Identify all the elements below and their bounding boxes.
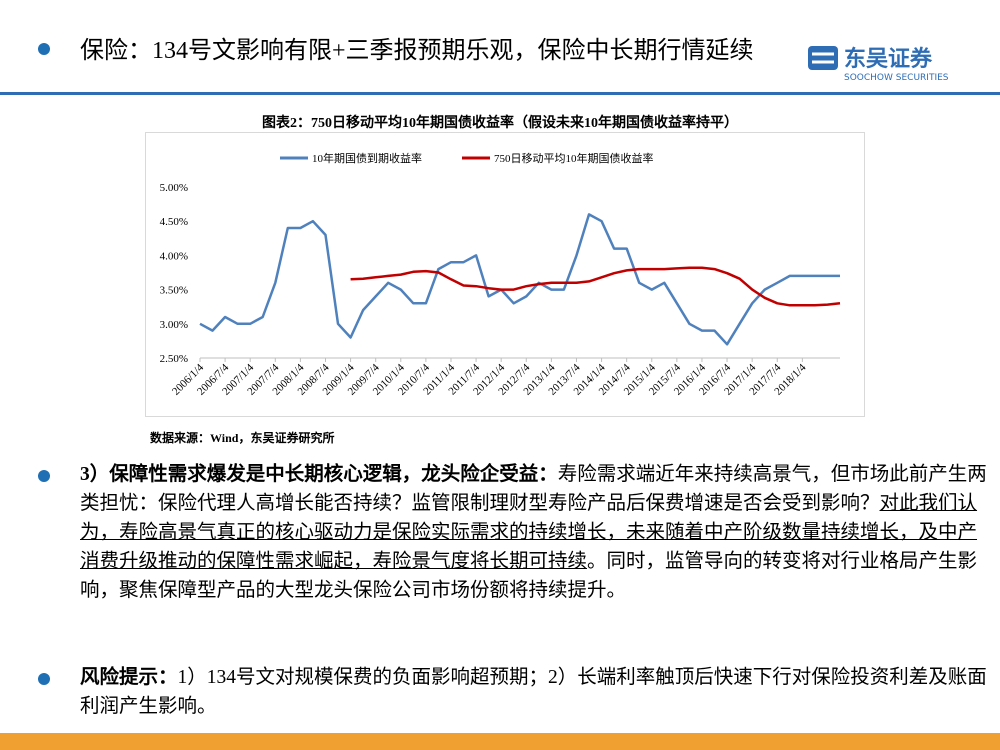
- source-note: 数据来源：Wind，东吴证券研究所: [150, 431, 335, 445]
- paragraph: 风险提示：1）134号文对规模保费的负面影响超预期；2）长端利率触顶后快速下行对…: [80, 663, 992, 721]
- y-tick-label: 4.00%: [160, 250, 188, 262]
- chart: 2.50%3.00%3.50%4.00%4.50%5.00%2006/1/420…: [145, 132, 865, 417]
- text: 1）134号文对规模保费的负面影响超预期；2）长端利率触顶后快速下行对保险投资利…: [80, 667, 987, 717]
- paragraph: 3）保障性需求爆发是中长期核心逻辑，龙头险企受益：寿险需求端近年来持续高景气，但…: [80, 460, 992, 605]
- header-rule: [0, 92, 1000, 95]
- text: 。同时，监管导向的转变将对行业格局产生影响，聚焦保障型产品的大型龙头保险公司市场…: [80, 551, 978, 601]
- bold-lead: 3）保障性需求爆发是中长期核心逻辑，龙头险企受益：: [80, 464, 558, 485]
- logo-icon-stripes: [812, 52, 834, 64]
- logo-cn: 东吴证券: [844, 46, 933, 72]
- legend-label: 10年期国债到期收益率: [312, 151, 422, 165]
- y-tick-label: 4.50%: [160, 216, 188, 228]
- line-series: [199, 213, 840, 346]
- bullet: [38, 470, 50, 482]
- footer-bar: [0, 733, 1000, 750]
- bullet: [38, 43, 50, 55]
- legend-label: 750日移动平均10年期国债收益率: [494, 151, 654, 165]
- y-tick-label: 5.00%: [160, 182, 188, 194]
- chart-frame: [145, 132, 865, 417]
- y-tick-label: 2.50%: [160, 353, 188, 365]
- logo-icon: [808, 46, 838, 70]
- chart-caption: 图表2：750日移动平均10年期国债收益率（假设未来10年期国债收益率持平）: [262, 116, 738, 131]
- slide-title: 保险：134号文影响有限+三季报预期乐观，保险中长期行情延续: [80, 38, 754, 64]
- y-tick-label: 3.00%: [160, 319, 188, 331]
- logo: 东吴证券 SOOCHOW SECURITIES: [808, 46, 949, 83]
- underlined-text: 对此我们认为，寿险高景气真正的核心驱动力是保险实际需求的持续增长，未来随着中产阶…: [80, 493, 978, 572]
- line-series: [350, 266, 841, 307]
- logo-en: SOOCHOW SECURITIES: [844, 73, 949, 83]
- bullet: [38, 673, 50, 685]
- text: 寿险需求端近年来持续高景气，但市场此前产生两类担忧：保险代理人高增长能否持续？监…: [80, 464, 987, 514]
- bold-lead: 风险提示：: [80, 667, 178, 688]
- y-tick-label: 3.50%: [160, 285, 188, 297]
